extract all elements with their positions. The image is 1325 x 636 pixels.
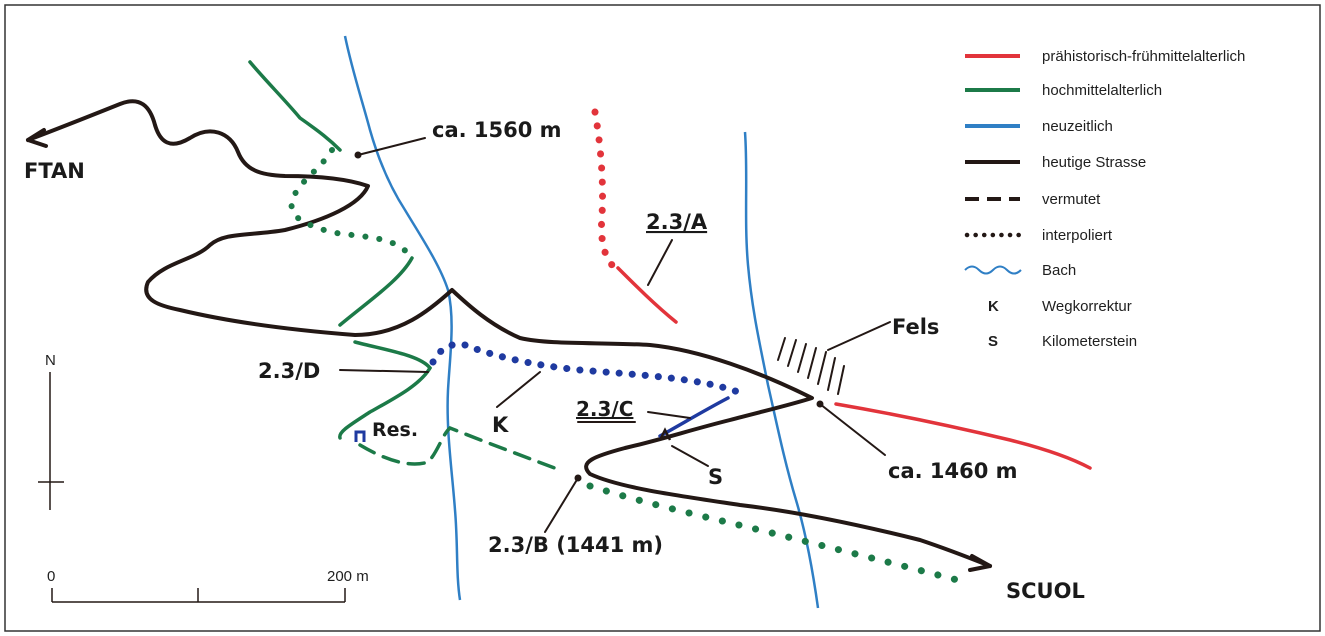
route-red-solid-a (616, 266, 678, 324)
leader-lines (339, 137, 891, 533)
route-green-middle (338, 256, 414, 327)
legend-item-prehistoric: prähistorisch-frühmittelalterlich (1042, 48, 1245, 65)
kilometer-stone-label-s: S (708, 465, 723, 489)
correction-label-k: K (492, 413, 509, 437)
legend-item-correction: Wegkorrektur (1042, 298, 1132, 315)
legend-item-high-medieval: hochmittelalterlich (1042, 82, 1162, 99)
legend-item-stream: Bach (1042, 262, 1076, 279)
legend-item-assumed: vermutet (1042, 191, 1101, 208)
route-green-upper (248, 60, 342, 152)
route-green-dotted-upper (288, 147, 415, 261)
res-marker (354, 430, 366, 442)
elevation-1460: ca. 1460 m (888, 459, 1018, 483)
survey-points (354, 151, 824, 482)
route-red-dotted (591, 108, 616, 269)
elevation-1560: ca. 1560 m (432, 118, 562, 142)
legend-item-kilometer-stone: Kilometerstein (1042, 333, 1137, 350)
legend-key-k: K (988, 298, 999, 315)
legend: prähistorisch-frühmittelalterlich hochmi… (964, 48, 1245, 350)
legend-item-interpolated: interpoliert (1042, 227, 1113, 244)
site-label-c: 2.3/C (576, 397, 633, 421)
route-red-solid-east (834, 402, 1092, 470)
scale-start-label: 0 (47, 568, 55, 585)
north-arrow: N (38, 352, 64, 510)
place-ftan: FTAN (24, 159, 85, 183)
reservoir-label: Res. (372, 419, 418, 441)
site-label-a: 2.3/A (646, 210, 708, 234)
north-label: N (45, 352, 56, 369)
stream-west (343, 35, 462, 601)
place-scuol: SCUOL (1006, 579, 1085, 603)
map-frame (4, 4, 1321, 632)
arrow-ftan (26, 128, 48, 148)
rock-label: Fels (892, 315, 939, 339)
scale-end-label: 200 m (327, 568, 369, 585)
legend-item-present-road: heutige Strasse (1042, 154, 1146, 171)
kilometer-stone-marker (658, 427, 672, 441)
rock-hatching (777, 337, 845, 395)
site-label-d: 2.3/D (258, 359, 320, 383)
scale-bar: 0 200 m (47, 568, 369, 603)
route-green-lower (338, 340, 433, 440)
stream-east (743, 131, 820, 609)
route-green-dashed (358, 425, 562, 472)
legend-item-modern: neuzeitlich (1042, 118, 1113, 135)
road-present (26, 99, 992, 568)
site-label-b: 2.3/B (1441 m) (488, 533, 663, 557)
legend-symbol-wavy (964, 265, 1022, 275)
arrow-scuol (968, 554, 992, 572)
route-darkblue-dotted (429, 340, 742, 396)
route-green-dotted-lower (586, 482, 969, 586)
legend-key-s: S (988, 333, 998, 350)
